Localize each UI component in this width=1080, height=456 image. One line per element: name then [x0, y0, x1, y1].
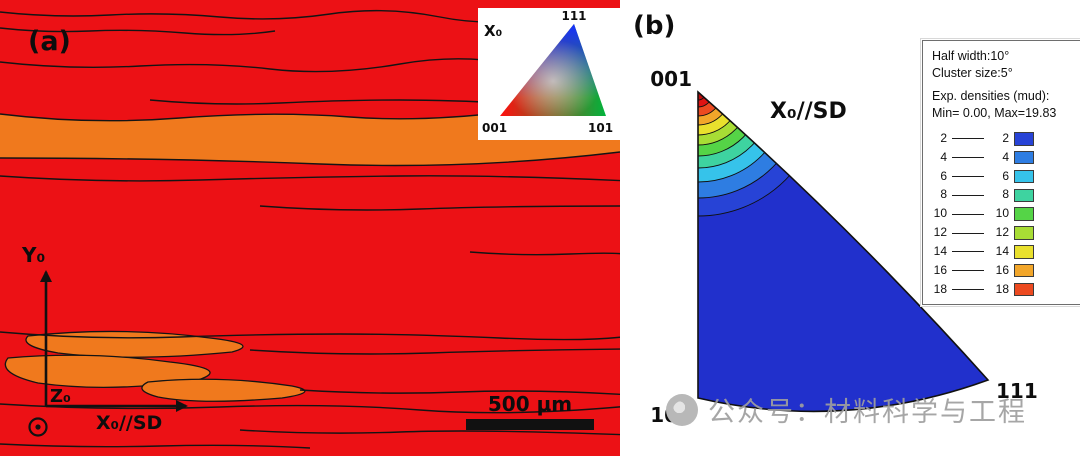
- contour-line-sample: [952, 138, 984, 140]
- color-swatch: [1014, 282, 1034, 297]
- ipf-color-key: X₀ 111 001 101: [478, 8, 634, 140]
- contour-line-sample: [952, 251, 984, 253]
- legend-levels: 2 2 4 4 6 6 8 8 10 10 12 12 14 14 16 16 18 18: [932, 131, 1080, 297]
- color-level-label: 8: [1002, 187, 1009, 202]
- z-axis-label: Z₀: [50, 386, 71, 407]
- z-axis-dot-icon: [35, 424, 41, 430]
- panel-b-label: (b): [633, 11, 675, 41]
- color-level-label: 12: [995, 225, 1009, 240]
- color-level-label: 16: [995, 262, 1009, 277]
- scale-bar: [466, 419, 594, 430]
- color-level-label: 4: [1002, 149, 1009, 164]
- y-axis-label: Y₀: [21, 243, 45, 267]
- contour-line-sample: [952, 232, 984, 234]
- contour-line-sample: [952, 176, 984, 178]
- contour-line-sample: [952, 213, 984, 215]
- color-level-label: 10: [995, 206, 1009, 221]
- panel-b-pole-figure: (b) X₀//SD 001 101 111: [633, 11, 1038, 427]
- scale-bar-label: 500 μm: [488, 392, 572, 416]
- key-axis-label: X₀: [484, 22, 502, 40]
- key-triangle-white-overlay: [500, 24, 606, 116]
- legend-densities-title: Exp. densities (mud):: [932, 89, 1050, 103]
- color-swatch: [1014, 226, 1034, 240]
- contour-line-sample: [952, 194, 984, 196]
- key-corner-001: 001: [482, 121, 507, 135]
- contour-level-label: 4: [940, 149, 947, 164]
- pole-figure-title: X₀//SD: [770, 99, 847, 124]
- corner-label-001: 001: [650, 67, 692, 91]
- panel-a-label: (a): [28, 26, 71, 57]
- contour-level-label: 18: [933, 281, 947, 296]
- color-swatch: [1014, 207, 1034, 221]
- color-swatch: [1014, 263, 1034, 278]
- corner-label-101: 101: [650, 403, 692, 427]
- contour-level-label: 8: [940, 187, 947, 202]
- color-level-label: 14: [995, 243, 1009, 258]
- legend-densities-range: Min= 0.00, Max=19.83: [932, 105, 1057, 120]
- color-level-label: 6: [1002, 168, 1009, 183]
- color-level-label: 2: [1002, 131, 1009, 145]
- contour-level-label: 6: [940, 168, 947, 183]
- key-corner-101: 101: [588, 121, 613, 135]
- legend-cluster-size: Cluster size:5°: [932, 65, 1013, 80]
- contour-level-label: 2: [940, 131, 947, 145]
- contour-level-label: 16: [933, 262, 947, 277]
- color-swatch: [1014, 169, 1034, 184]
- contour-level-label: 10: [933, 206, 947, 221]
- pole-figure-outline: [697, 90, 990, 413]
- key-corner-111: 111: [561, 9, 586, 23]
- coordinate-axes: Y₀ Z₀ X₀//SD: [21, 243, 188, 437]
- corner-label-111: 111: [996, 379, 1038, 403]
- color-swatch: [1014, 188, 1034, 203]
- contour-line-sample: [952, 289, 984, 291]
- legend-box: Half width:10° Cluster size:5° Exp. dens…: [920, 37, 1080, 308]
- scale-bar-group: 500 μm: [466, 392, 594, 430]
- orange-grains: [0, 109, 620, 402]
- contour-line-sample: [952, 270, 984, 272]
- color-swatch: [1014, 150, 1034, 165]
- x-axis-label: X₀//SD: [96, 412, 162, 434]
- contour-level-label: 14: [933, 243, 947, 258]
- z-axis-out-of-plane-icon: [28, 417, 48, 437]
- contour-level-label: 12: [933, 225, 947, 240]
- color-swatch: [1014, 245, 1034, 259]
- color-level-label: 18: [995, 281, 1009, 296]
- contour-line-sample: [952, 157, 984, 159]
- pole-figure-density-field: [698, 92, 988, 412]
- legend-half-width: Half width:10°: [932, 49, 1010, 63]
- color-swatch: [1014, 132, 1034, 146]
